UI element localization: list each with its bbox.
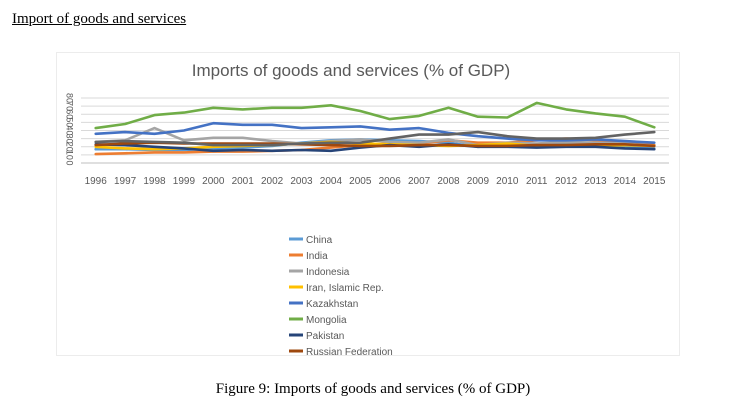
legend-item: India	[289, 251, 328, 262]
y-tick-label: 20	[65, 142, 75, 152]
x-tick-label: 2007	[408, 176, 431, 187]
x-tick-label: 2013	[584, 176, 607, 187]
legend-item: Iran, Islamic Rep.	[289, 283, 384, 294]
x-tick-label: 2011	[526, 176, 548, 187]
series-line-mongolia	[94, 101, 656, 130]
chart-area: Imports of goods and services (% of GDP)…	[56, 52, 680, 356]
x-tick-label: 2008	[437, 176, 460, 187]
y-tick-label: 0	[65, 160, 75, 165]
x-tick-label: 2004	[320, 176, 343, 187]
legend-item: Pakistan	[289, 331, 344, 342]
y-tick-label: 80	[65, 93, 75, 103]
legend-label: Kazakhstan	[306, 299, 358, 310]
x-tick-label: 2001	[232, 176, 255, 187]
x-tick-label: 2006	[379, 176, 402, 187]
legend-item: Kazakhstan	[289, 299, 358, 310]
legend-label: Mongolia	[306, 315, 347, 326]
line-chart: Imports of goods and services (% of GDP)…	[65, 61, 669, 355]
x-tick-label: 1996	[85, 176, 108, 187]
legend-item: Indonesia	[289, 267, 350, 278]
x-tick-label: 2010	[496, 176, 519, 187]
page-heading: Import of goods and services	[12, 11, 187, 27]
legend-item: China	[289, 235, 333, 246]
x-tick-label: 2000	[202, 176, 225, 187]
y-tick-label: 30	[65, 134, 75, 144]
legend-label: Indonesia	[306, 267, 350, 278]
chart-title: Imports of goods and services (% of GDP)	[192, 61, 510, 80]
y-tick-label: 60	[65, 109, 75, 119]
x-tick-label: 2015	[643, 176, 666, 187]
y-tick-label: 50	[65, 117, 75, 127]
y-tick-label: 40	[65, 125, 75, 135]
x-tick-label: 2014	[614, 176, 637, 187]
legend-label: Iran, Islamic Rep.	[306, 283, 384, 294]
x-axis-ticks: 1996 1997 1998 1999 2000 2001 2002 2003 2004 2005…	[85, 176, 666, 187]
x-tick-label: 2002	[261, 176, 284, 187]
x-tick-label: 1999	[173, 176, 196, 187]
x-tick-label: 2005	[349, 176, 372, 187]
x-tick-label: 1997	[114, 176, 137, 187]
series-lines	[94, 101, 656, 156]
legend-label: China	[306, 235, 333, 246]
x-tick-label: 2012	[555, 176, 578, 187]
series-line-kazakhstan	[94, 121, 656, 144]
x-tick-label: 2009	[467, 176, 490, 187]
y-tick-label: 70	[65, 101, 75, 111]
legend: China India Indonesia Iran, Islamic Rep. Kaz…	[289, 235, 393, 355]
x-tick-label: 1998	[143, 176, 166, 187]
y-tick-label: 10	[65, 150, 75, 160]
series-line-thailand	[94, 130, 656, 147]
legend-item: Russian Federation	[289, 347, 393, 355]
legend-label: India	[306, 251, 328, 262]
legend-label: Pakistan	[306, 331, 344, 342]
legend-item: Mongolia	[289, 315, 347, 326]
figure-caption: Figure 9: Imports of goods and services …	[215, 381, 531, 397]
legend-label: Russian Federation	[306, 347, 393, 355]
x-tick-label: 2003	[290, 176, 313, 187]
